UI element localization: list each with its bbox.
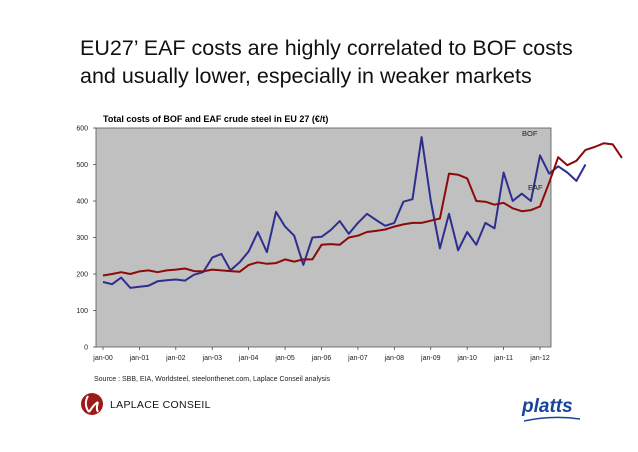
x-tick-label: jan-03 xyxy=(202,355,223,362)
y-tick-label: 0 xyxy=(84,345,88,352)
x-tick-label: jan-11 xyxy=(493,355,513,362)
slide-headline: EU27’ EAF costs are highly correlated to… xyxy=(80,34,620,90)
headline-line-1: EU27’ EAF costs are highly correlated to… xyxy=(80,36,573,60)
x-tick-label: jan-12 xyxy=(529,355,550,362)
x-tick-label: jan-06 xyxy=(311,355,332,362)
y-tick-label: 300 xyxy=(76,235,88,242)
y-tick-label: 200 xyxy=(76,272,88,279)
chart-title: Total costs of BOF and EAF crude steel i… xyxy=(103,114,329,124)
laplace-logo-icon xyxy=(81,393,103,415)
x-tick-label: jan-05 xyxy=(274,355,295,362)
headline-line-2: and usually lower, especially in weaker … xyxy=(80,64,532,88)
source-note: Source : SBB, EIA, Worldsteel, steelonth… xyxy=(94,376,331,383)
x-tick-label: jan-08 xyxy=(384,355,405,362)
platts-swoosh-icon xyxy=(524,416,580,422)
x-axis: jan-00 jan-01 jan-02 jan-03 jan-04 jan-05 jan-… xyxy=(92,347,550,362)
laplace-logo-text: LAPLACE CONSEIL xyxy=(110,399,211,411)
series-line-eaf xyxy=(102,136,587,289)
series-label-eaf: EAF xyxy=(528,183,543,192)
y-tick-label: 400 xyxy=(76,199,88,206)
series-layer xyxy=(102,136,623,289)
y-tick-label: 500 xyxy=(76,162,88,169)
y-axis: 0 100 200 300 400 500 600 xyxy=(76,126,96,352)
y-tick-label: 600 xyxy=(76,126,88,133)
x-tick-label: jan-07 xyxy=(347,355,368,362)
y-tick-label: 100 xyxy=(76,308,88,315)
series-line-bof xyxy=(102,142,623,277)
x-tick-label: jan-10 xyxy=(456,355,477,362)
x-tick-label: jan-02 xyxy=(165,355,186,362)
plot-area xyxy=(95,127,552,348)
x-tick-label: jan-01 xyxy=(129,355,150,362)
x-tick-label: jan-09 xyxy=(420,355,441,362)
series-labels: BOF EAF xyxy=(522,129,543,192)
x-tick-label: jan-04 xyxy=(238,355,259,362)
platts-logo-text: platts xyxy=(522,396,573,417)
x-tick-label: jan-00 xyxy=(92,355,113,362)
series-label-bof: BOF xyxy=(522,129,538,138)
